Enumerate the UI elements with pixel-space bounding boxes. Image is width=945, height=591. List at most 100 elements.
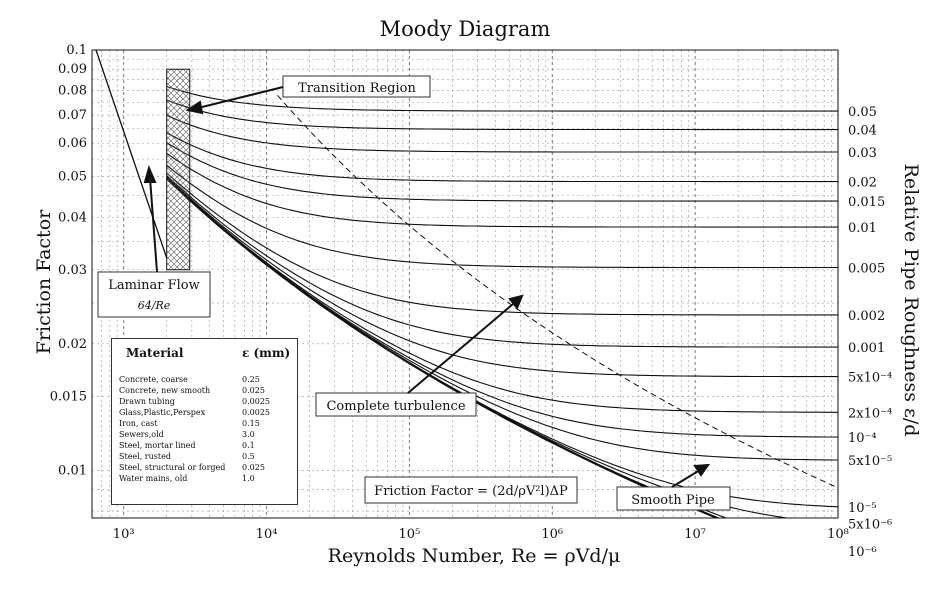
laminar-flow-label: Laminar Flow: [108, 278, 199, 293]
y-tick-label: 0.06: [58, 136, 87, 151]
x-tick-label: 10⁴: [256, 527, 278, 542]
material-row: Glass,Plastic,Perspex 0.0025: [119, 407, 291, 418]
friction-formula-label: Friction Factor = (2d/ρV²l)ΔP: [374, 484, 568, 499]
roughness-curve: [166, 175, 838, 348]
friction-formula-callout: Friction Factor = (2d/ρV²l)ΔP: [364, 476, 578, 504]
material-name: Water mains, old: [119, 474, 188, 483]
laminar-arrowhead: [143, 165, 157, 183]
material-eps: 0.25: [242, 375, 260, 384]
x-tick-label: 10⁸: [827, 527, 849, 542]
roughness-label: 5x10⁻⁵: [848, 454, 892, 469]
roughness-curve: [166, 152, 838, 228]
material-name: Iron, cast: [119, 419, 158, 428]
y-tick-label: 0.08: [58, 84, 87, 99]
material-table: Material ε (mm) Concrete, coarse 0.25 Con…: [111, 338, 298, 505]
roughness-curve: [166, 85, 838, 112]
laminar-arrow: [149, 177, 158, 273]
material-row: Concrete, new smooth 0.025: [119, 385, 291, 396]
material-row: Sewers,old 3.0: [119, 429, 291, 440]
material-eps: 0.0025: [242, 397, 270, 406]
roughness-label: 10⁻⁶: [848, 545, 877, 560]
x-tick-label: 10⁵: [399, 527, 421, 542]
transition-arrow: [197, 86, 284, 109]
y-tick-label: 0.07: [58, 108, 87, 123]
material-row: Steel, structural or forged 0.025: [119, 462, 291, 473]
complete-turbulence-callout: Complete turbulence: [315, 392, 477, 417]
material-name: Sewers,old: [119, 430, 164, 439]
eps-header: ε (mm): [242, 346, 291, 360]
y-tick-label: 0.01: [58, 463, 87, 478]
y-tick-label: 0.1: [66, 43, 87, 58]
material-name: Concrete, new smooth: [119, 386, 211, 395]
laminar-flow-callout: Laminar Flow 64/Re: [97, 271, 211, 318]
turbulence-arrow: [407, 303, 514, 394]
y-axis-label: Friction Factor: [33, 209, 55, 354]
smooth-pipe-curve: [165, 177, 720, 518]
curve-layer: [95, 50, 838, 518]
material-eps: 0.025: [242, 386, 265, 395]
material-eps: 0.1: [242, 441, 255, 450]
y-tick-label: 0.05: [58, 170, 87, 185]
roughness-label: 0.03: [848, 146, 877, 161]
material-name: Drawn tubing: [119, 397, 175, 406]
material-row: Steel, rusted 0.5: [119, 451, 291, 462]
transition-region-label: Transition Region: [298, 81, 416, 96]
roughness-label: 0.001: [848, 341, 885, 356]
y-tick-label: 0.03: [58, 263, 87, 278]
y-tick-label: 0.04: [58, 210, 87, 225]
material-name: Glass,Plastic,Perspex: [119, 408, 206, 417]
roughness-curve: [166, 176, 838, 378]
roughness-label: 0.005: [848, 262, 885, 277]
laminar-formula: 64/Re: [138, 299, 171, 312]
y-tick-label: 0.015: [50, 389, 87, 404]
material-row: Steel, mortar lined 0.1: [119, 440, 291, 451]
material-eps: 3.0: [242, 430, 255, 439]
annotation-arrows: [143, 86, 711, 488]
x-tick-label: 10³: [113, 527, 135, 542]
material-header: Material: [126, 346, 184, 360]
roughness-label: 0.015: [848, 195, 885, 210]
roughness-label: 0.04: [848, 124, 877, 139]
material-row: Iron, cast 0.15: [119, 418, 291, 429]
roughness-label: 0.02: [848, 176, 877, 191]
smooth-pipe-label: Smooth Pipe: [631, 493, 715, 508]
material-name: Steel, mortar lined: [119, 441, 196, 450]
y2-axis-label: Relative Pipe Roughness ε/d: [900, 164, 922, 437]
complete-turbulence-label: Complete turbulence: [326, 399, 465, 414]
laminar-flow-line: [95, 50, 168, 259]
y-tick-label: 0.02: [58, 337, 87, 352]
x-tick-label: 10⁷: [684, 527, 706, 542]
roughness-curve: [166, 177, 838, 413]
material-name: Concrete, coarse: [119, 375, 188, 384]
roughness-curve: [166, 164, 838, 269]
roughness-label: 0.01: [848, 221, 877, 236]
material-eps: 0.0025: [242, 408, 270, 417]
axis-layer: 10³ 10⁴ 10⁵ 10⁶ 10⁷ 10⁸ 0.1 0.09 0.08 0.07 0.06 0.0…: [50, 43, 892, 560]
smooth-pipe-callout: Smooth Pipe: [616, 486, 731, 511]
material-eps: 0.025: [242, 463, 265, 472]
roughness-curve: [166, 99, 838, 131]
roughness-label: 10⁻⁵: [848, 501, 877, 516]
material-eps: 0.15: [242, 419, 260, 428]
chart-title: Moody Diagram: [380, 17, 551, 41]
transition-region-box: [166, 68, 191, 271]
roughness-curve: [166, 172, 838, 316]
y-tick-label: 0.09: [58, 62, 87, 77]
material-name: Steel, rusted: [119, 452, 171, 461]
material-name: Steel, structural or forged: [119, 463, 226, 472]
x-axis-label: Reynolds Number, Re = ρVd/μ: [328, 545, 621, 567]
roughness-curve: [166, 132, 838, 183]
roughness-label: 0.002: [848, 309, 885, 324]
roughness-curve: [166, 114, 838, 153]
plot-frame: [91, 49, 839, 519]
roughness-label: 5x10⁻⁶: [848, 518, 892, 533]
transition-region-callout: Transition Region: [282, 75, 431, 98]
material-eps: 1.0: [242, 474, 255, 483]
roughness-label: 2x10⁻⁴: [848, 406, 892, 421]
roughness-label: 10⁻⁴: [848, 431, 877, 446]
material-row: Water mains, old 1.0: [119, 473, 291, 484]
smooth-pipe-arrow: [671, 469, 701, 488]
smooth-pipe-arrowhead: [693, 463, 711, 477]
complete-turbulence-boundary: [277, 94, 838, 488]
